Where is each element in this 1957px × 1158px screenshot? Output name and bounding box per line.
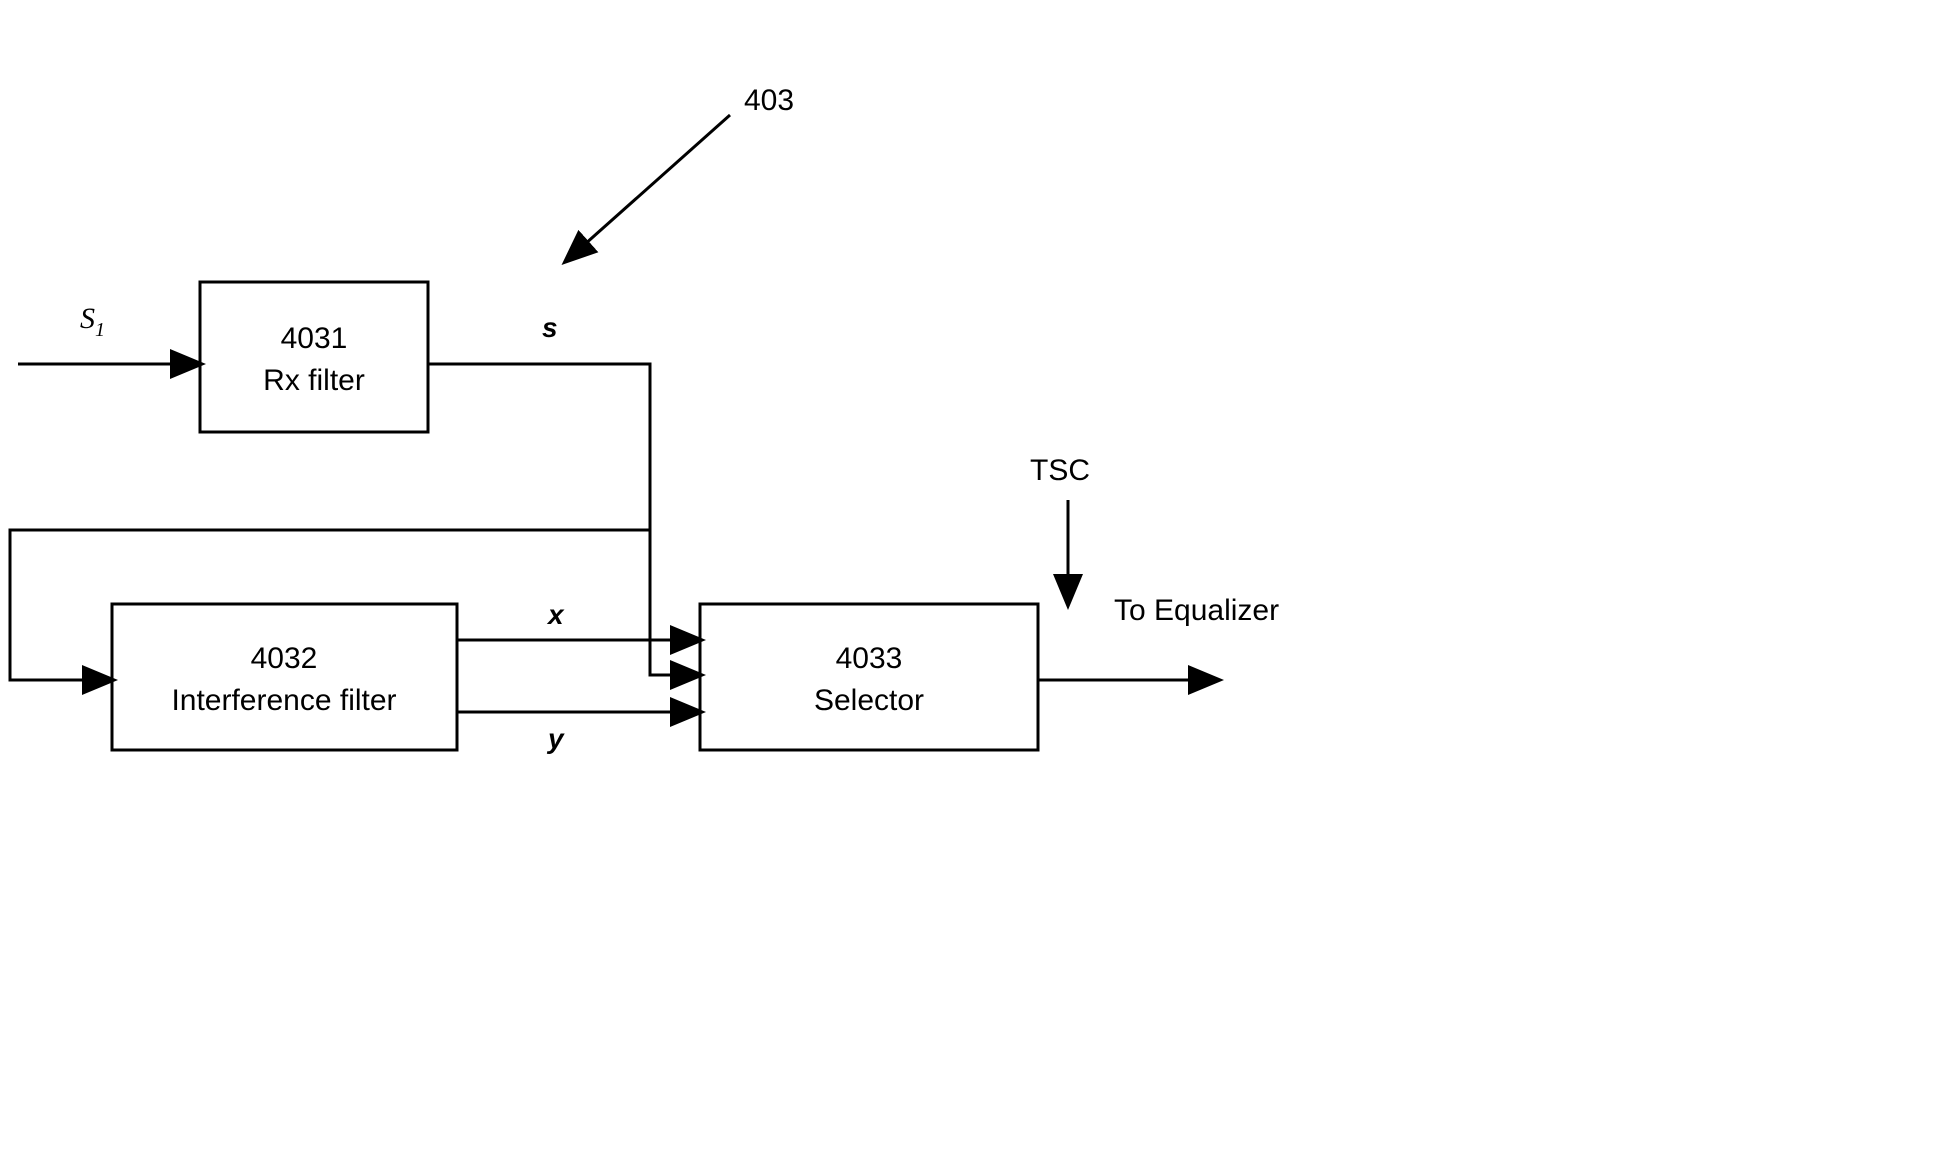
input-signal-label: S1 bbox=[80, 302, 105, 341]
rx-to-selector-path bbox=[428, 364, 700, 675]
rx-filter-id: 4031 bbox=[281, 322, 348, 355]
selector-box bbox=[700, 604, 1038, 750]
interference-filter-box bbox=[112, 604, 457, 750]
selector-id: 4033 bbox=[836, 642, 903, 675]
interference-filter-id: 4032 bbox=[251, 642, 318, 675]
interference-filter-label: Interference filter bbox=[171, 684, 396, 717]
signal-s-label: s bbox=[542, 312, 558, 343]
output-label: To Equalizer bbox=[1114, 594, 1279, 627]
signal-x-label: x bbox=[546, 599, 565, 630]
rx-filter-box bbox=[200, 282, 428, 432]
signal-y-label: y bbox=[546, 723, 565, 754]
tsc-label: TSC bbox=[1030, 454, 1090, 487]
rx-filter-label: Rx filter bbox=[263, 364, 365, 397]
selector-label: Selector bbox=[814, 684, 924, 717]
block-diagram: 403 S1 4031 Rx filter s 4032 Interferenc… bbox=[0, 0, 1957, 1158]
reference-number: 403 bbox=[744, 84, 794, 117]
reference-pointer bbox=[566, 115, 730, 261]
